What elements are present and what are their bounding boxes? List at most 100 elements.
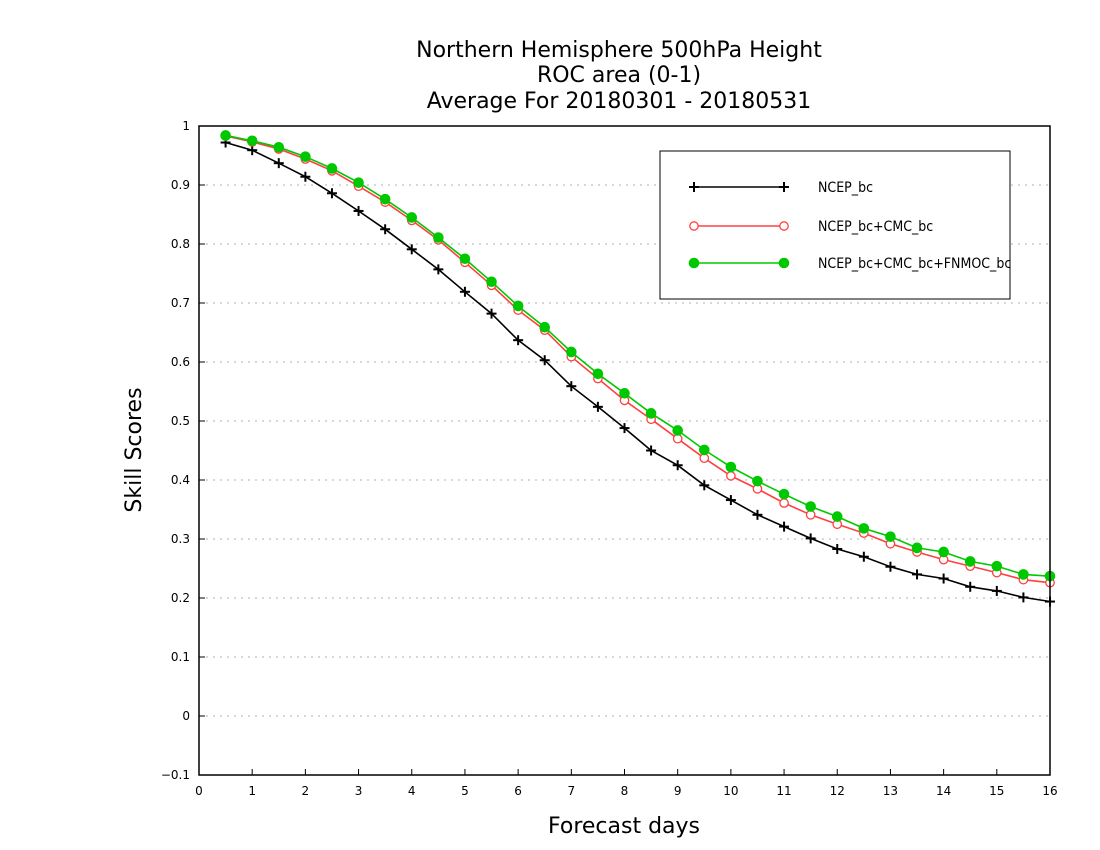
data-point-plus bbox=[380, 224, 391, 235]
data-point-filled-circle bbox=[512, 300, 524, 312]
data-point-plus bbox=[486, 308, 497, 319]
legend-entry-1: NCEP_bc bbox=[689, 180, 873, 196]
data-point-filled-circle bbox=[433, 232, 444, 243]
data-point-filled-circle bbox=[486, 276, 497, 288]
data-point-filled-circle bbox=[300, 151, 311, 162]
data-point-plus bbox=[689, 182, 699, 192]
legend-entry-2: NCEP_bc+CMC_bc bbox=[689, 219, 933, 235]
data-point-plus bbox=[247, 145, 258, 156]
legend-label: NCEP_bc+CMC_bc bbox=[818, 219, 933, 235]
legend-entry-3: NCEP_bc+CMC_bc+FNMOC_bc bbox=[688, 256, 1011, 272]
data-point-plus bbox=[1018, 592, 1029, 603]
data-point-filled-circle bbox=[566, 346, 577, 358]
data-point-filled-circle bbox=[688, 257, 700, 269]
x-tick-label: 5 bbox=[461, 784, 469, 798]
x-tick-label: 10 bbox=[723, 784, 738, 798]
data-point-filled-circle bbox=[778, 488, 790, 500]
series-1 bbox=[220, 137, 1055, 607]
data-point-plus bbox=[539, 355, 550, 366]
data-point-plus bbox=[699, 480, 710, 491]
data-point-filled-circle bbox=[539, 321, 551, 333]
data-point-plus bbox=[725, 495, 736, 506]
grid-lines bbox=[199, 184, 1050, 717]
x-tick-label: 0 bbox=[195, 784, 203, 798]
data-point-filled-circle bbox=[725, 461, 737, 473]
data-point-open-circle bbox=[699, 453, 710, 464]
x-tick-label: 16 bbox=[1042, 784, 1057, 798]
data-point-plus bbox=[912, 569, 923, 580]
data-point-plus bbox=[779, 182, 789, 192]
legend-label: NCEP_bc+CMC_bc+FNMOC_bc bbox=[818, 256, 1011, 272]
data-point-plus bbox=[672, 460, 683, 471]
data-point-plus bbox=[566, 381, 577, 392]
x-tick-label: 12 bbox=[830, 784, 845, 798]
data-point-plus bbox=[805, 533, 816, 544]
data-point-plus bbox=[433, 264, 444, 275]
data-point-filled-circle bbox=[379, 193, 391, 205]
data-point-plus bbox=[459, 286, 470, 297]
data-point-filled-circle bbox=[911, 542, 923, 554]
data-point-plus bbox=[273, 158, 284, 169]
legend-label: NCEP_bc bbox=[818, 180, 873, 196]
y-tick-label: 0.3 bbox=[171, 532, 190, 546]
x-tick-label: 4 bbox=[408, 784, 416, 798]
axis-ticks: −0.100.10.20.30.40.50.60.70.80.910 1 2 3 4 5 6… bbox=[161, 119, 1058, 798]
x-axis-label: Forecast days bbox=[548, 814, 700, 839]
data-point-filled-circle bbox=[778, 257, 790, 269]
data-point-filled-circle bbox=[326, 163, 338, 174]
data-point-plus bbox=[406, 244, 417, 255]
x-tick-label: 13 bbox=[883, 784, 898, 798]
data-point-plus bbox=[965, 581, 976, 592]
data-point-open-circle bbox=[805, 509, 816, 520]
data-point-plus bbox=[885, 561, 896, 572]
data-point-plus bbox=[592, 401, 603, 412]
y-tick-label: 0.7 bbox=[171, 296, 190, 310]
y-tick-label: 0.5 bbox=[171, 414, 190, 428]
x-tick-label: 11 bbox=[776, 784, 791, 798]
title-line-3: Average For 20180301 - 20180531 bbox=[427, 89, 812, 114]
data-point-filled-circle bbox=[619, 387, 630, 399]
x-tick-label: 14 bbox=[936, 784, 951, 798]
data-point-filled-circle bbox=[964, 556, 976, 567]
data-point-filled-circle bbox=[273, 141, 285, 153]
title-line-1: Northern Hemisphere 500hPa Height bbox=[416, 38, 822, 63]
data-point-filled-circle bbox=[938, 546, 949, 558]
data-point-filled-circle bbox=[1018, 569, 1029, 580]
data-point-filled-circle bbox=[246, 135, 258, 147]
data-point-open-circle bbox=[779, 221, 789, 231]
data-point-plus bbox=[752, 509, 763, 520]
data-point-filled-circle bbox=[885, 531, 896, 542]
data-point-plus bbox=[300, 171, 311, 182]
data-point-plus bbox=[779, 521, 790, 532]
data-point-filled-circle bbox=[752, 475, 763, 487]
data-point-filled-circle bbox=[220, 130, 231, 141]
chart-title: Northern Hemisphere 500hPa Height ROC ar… bbox=[416, 38, 822, 114]
y-tick-label: 0.4 bbox=[171, 473, 190, 487]
x-tick-label: 9 bbox=[674, 784, 682, 798]
x-tick-label: 15 bbox=[989, 784, 1004, 798]
series-3 bbox=[220, 130, 1056, 582]
data-point-filled-circle bbox=[805, 501, 816, 512]
y-tick-label: −0.1 bbox=[161, 768, 190, 782]
data-point-plus bbox=[832, 544, 843, 555]
x-tick-label: 2 bbox=[302, 784, 310, 798]
x-tick-label: 3 bbox=[355, 784, 363, 798]
data-point-filled-circle bbox=[858, 523, 870, 534]
data-point-open-circle bbox=[672, 433, 683, 444]
y-tick-label: 0.6 bbox=[171, 355, 190, 369]
x-tick-label: 6 bbox=[514, 784, 522, 798]
data-point-filled-circle bbox=[459, 253, 471, 265]
y-tick-label: 0.8 bbox=[171, 237, 190, 251]
legend-box bbox=[659, 150, 1011, 300]
y-tick-label: 0.1 bbox=[171, 650, 190, 664]
y-tick-label: 0.2 bbox=[171, 591, 190, 605]
x-tick-label: 1 bbox=[248, 784, 256, 798]
data-point-plus bbox=[646, 445, 657, 456]
data-point-filled-circle bbox=[353, 177, 364, 188]
data-point-filled-circle bbox=[698, 444, 710, 456]
y-axis-label: Skill Scores bbox=[122, 387, 147, 512]
legend: NCEP_bc NCEP_bc+CMC_bc NCEP_bc+CMC_bc+FNMO… bbox=[659, 150, 1011, 300]
data-point-open-circle bbox=[689, 221, 699, 231]
y-tick-label: 1 bbox=[182, 119, 190, 133]
